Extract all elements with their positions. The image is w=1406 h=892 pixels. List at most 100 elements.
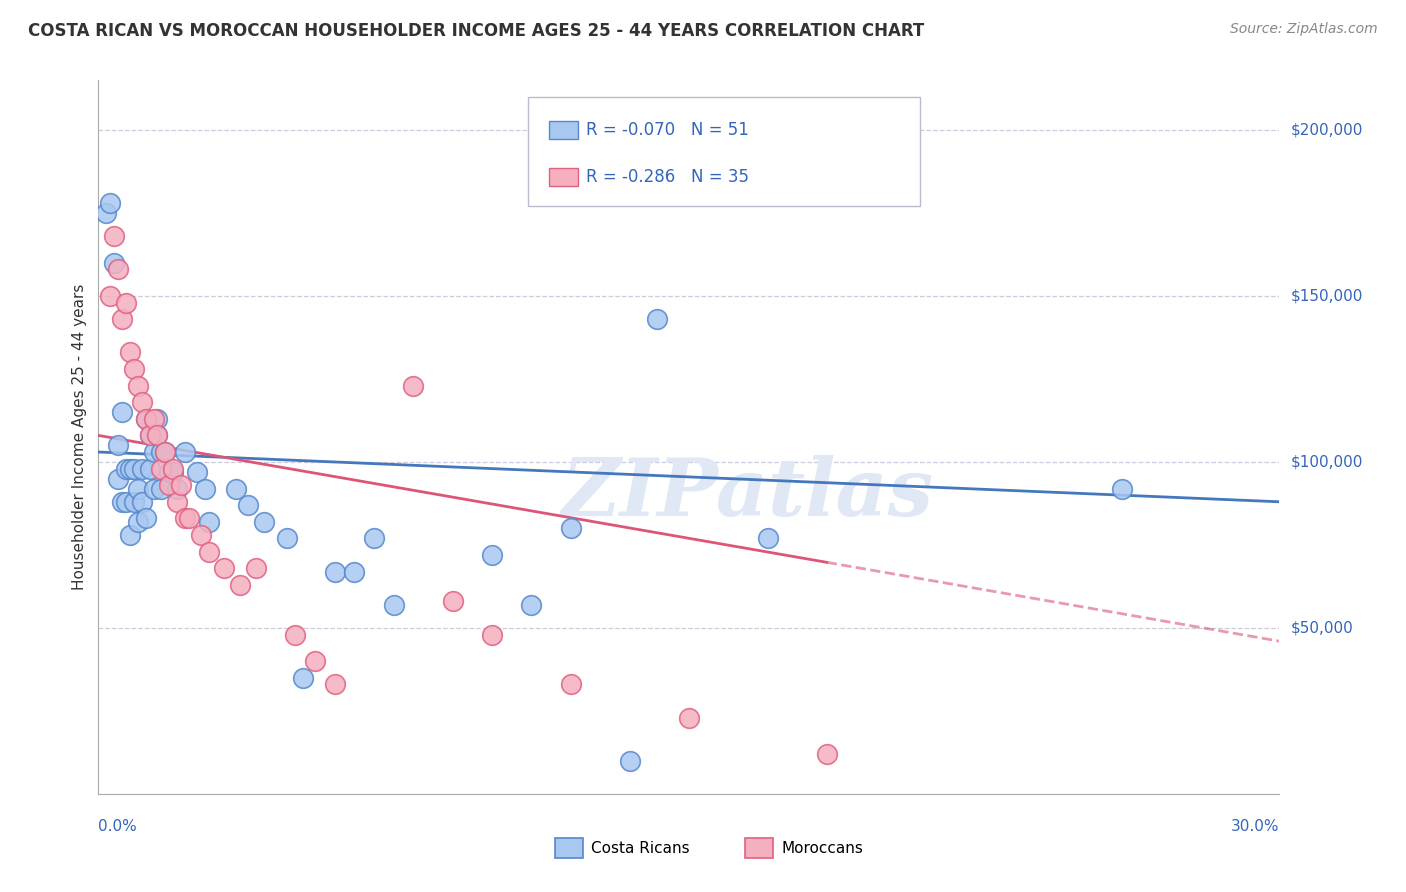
Text: $150,000: $150,000 [1291,288,1362,303]
Point [170,478,193,492]
Text: 0.0%: 0.0% [98,819,138,834]
Point [174,445,197,459]
Point [815,747,838,761]
Point [619,754,641,768]
Point [142,445,165,459]
Point [103,256,125,270]
Point [118,345,141,359]
Point [131,495,153,509]
Point [138,461,160,475]
Point [276,531,298,545]
Point [1111,482,1133,496]
Point [115,461,138,475]
Point [142,412,165,426]
Point [103,229,125,244]
Point [236,498,259,512]
Point [150,482,173,496]
Point [118,528,141,542]
Text: ZIPatlas: ZIPatlas [562,456,934,533]
Point [150,461,173,475]
Point [122,495,145,509]
Text: R = -0.070   N = 51: R = -0.070 N = 51 [586,120,749,138]
Point [111,312,134,326]
Point [150,445,173,459]
Text: 30.0%: 30.0% [1232,819,1279,834]
Point [304,654,326,668]
Point [107,472,129,486]
Point [174,511,197,525]
Point [323,565,346,579]
Point [229,578,252,592]
Text: R = -0.286   N = 35: R = -0.286 N = 35 [586,168,749,186]
Point [127,515,149,529]
Point [560,521,582,535]
Point [118,461,141,475]
Y-axis label: Householder Income Ages 25 - 44 years: Householder Income Ages 25 - 44 years [72,284,87,591]
Point [323,677,346,691]
Text: $100,000: $100,000 [1291,454,1362,469]
Point [214,561,236,575]
Point [225,482,247,496]
Point [363,531,385,545]
Point [127,482,149,496]
Point [131,395,153,409]
Point [138,428,160,442]
Point [131,461,153,475]
Point [162,461,184,475]
Point [177,511,200,525]
Point [481,627,503,641]
Point [560,677,582,691]
Point [197,515,219,529]
Point [127,378,149,392]
Point [186,465,208,479]
Point [96,206,118,220]
Point [146,412,169,426]
Text: $200,000: $200,000 [1291,122,1362,137]
Text: $50,000: $50,000 [1291,621,1354,635]
Point [155,445,177,459]
Point [245,561,267,575]
Point [107,438,129,452]
Text: COSTA RICAN VS MOROCCAN HOUSEHOLDER INCOME AGES 25 - 44 YEARS CORRELATION CHART: COSTA RICAN VS MOROCCAN HOUSEHOLDER INCO… [28,22,924,40]
Point [107,262,129,277]
Text: Costa Ricans: Costa Ricans [591,841,689,855]
Point [382,598,405,612]
Point [157,478,180,492]
Point [197,544,219,558]
Point [292,671,315,685]
Point [98,196,121,211]
Point [111,495,134,509]
Point [157,465,180,479]
Point [481,548,503,562]
Point [115,295,138,310]
Point [98,289,121,303]
Text: Source: ZipAtlas.com: Source: ZipAtlas.com [1230,22,1378,37]
Point [146,428,169,442]
Point [756,531,779,545]
Point [122,362,145,376]
Point [678,710,700,724]
Point [135,412,157,426]
Point [138,428,160,442]
Point [253,515,276,529]
Point [111,405,134,419]
Point [142,482,165,496]
Point [135,511,157,525]
Point [166,495,188,509]
Point [122,461,145,475]
Point [343,565,366,579]
Point [441,594,464,608]
Point [162,465,184,479]
Point [284,627,307,641]
Point [115,495,138,509]
Point [135,412,157,426]
Point [155,445,177,459]
Point [647,312,669,326]
Point [194,482,217,496]
Point [402,378,425,392]
Point [520,598,543,612]
Point [146,428,169,442]
Text: Moroccans: Moroccans [782,841,863,855]
Point [190,528,212,542]
Point [166,482,188,496]
